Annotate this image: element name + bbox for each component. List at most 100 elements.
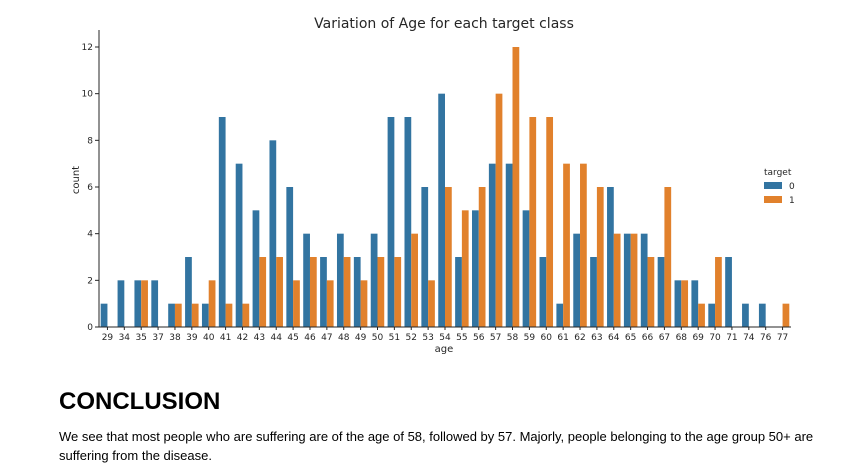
bar-target-1-age-48 (343, 257, 351, 327)
bar-target-0-age-61 (556, 303, 564, 327)
bar-target-1-age-63 (596, 187, 604, 327)
conclusion-heading: CONCLUSION (59, 388, 221, 415)
y-tick-label: 8 (87, 136, 93, 146)
x-tick-label: 74 (743, 333, 755, 343)
bar-target-1-age-38 (174, 303, 182, 327)
bar-target-0-age-48 (336, 233, 344, 327)
bar-target-0-age-71 (725, 257, 732, 327)
bar-target-0-age-34 (117, 280, 125, 327)
bar-target-0-age-54 (438, 93, 445, 327)
bar-target-1-age-62 (580, 163, 587, 327)
legend-swatch-0 (764, 182, 782, 189)
x-tick-label: 39 (186, 333, 198, 343)
bar-target-0-age-68 (674, 280, 682, 327)
bar-target-0-age-69 (691, 280, 699, 327)
bar-target-1-age-50 (377, 257, 385, 327)
legend-label-0: 0 (789, 182, 795, 192)
bars-group (100, 47, 790, 327)
x-tick-label: 49 (355, 333, 367, 343)
y-tick-label: 6 (87, 183, 93, 193)
x-tick-label: 65 (625, 333, 636, 343)
x-tick-label: 54 (439, 333, 451, 343)
bar-target-0-age-56 (472, 210, 479, 327)
x-tick-label: 52 (406, 333, 417, 343)
x-tick-label: 77 (777, 333, 788, 343)
x-tick-label: 67 (659, 333, 670, 343)
x-tick-label: 38 (169, 333, 181, 343)
bar-target-1-age-54 (445, 187, 452, 327)
bar-target-1-age-67 (664, 187, 672, 327)
bar-target-0-age-46 (303, 233, 310, 327)
bar-target-0-age-43 (252, 210, 260, 327)
x-axis-label: age (435, 344, 454, 355)
y-axis: 0 2 4 6 8 10 12 (82, 30, 100, 333)
y-tick-label: 12 (82, 43, 93, 53)
x-tick-label: 55 (456, 333, 467, 343)
bar-target-0-age-42 (235, 163, 243, 327)
bar-target-1-age-58 (512, 47, 520, 327)
y-tick-label: 4 (87, 230, 93, 240)
bar-target-1-age-70 (715, 257, 722, 327)
x-tick-label: 42 (237, 333, 248, 343)
bar-target-0-age-50 (370, 233, 378, 327)
bar-target-0-age-45 (286, 187, 294, 327)
bar-target-1-age-57 (495, 93, 503, 327)
x-tick-label: 57 (490, 333, 501, 343)
bar-target-0-age-67 (657, 257, 665, 327)
bar-target-1-age-65 (630, 233, 638, 327)
bar-target-1-age-39 (191, 303, 199, 327)
x-tick-label: 47 (321, 333, 332, 343)
legend-label-1: 1 (789, 196, 795, 206)
x-tick-label: 45 (287, 333, 298, 343)
x-tick-label: 46 (304, 333, 316, 343)
x-tick-label: 53 (422, 333, 433, 343)
bar-target-1-age-49 (360, 280, 368, 327)
x-tick-label: 48 (338, 333, 350, 343)
bar-target-1-age-66 (647, 257, 655, 327)
bar-target-0-age-64 (607, 187, 614, 327)
bar-target-0-age-66 (640, 233, 648, 327)
x-tick-label: 50 (372, 333, 384, 343)
bar-target-1-age-44 (276, 257, 283, 327)
bar-target-1-age-61 (563, 163, 570, 327)
bar-target-0-age-40 (201, 303, 209, 327)
bar-target-0-age-41 (218, 117, 226, 327)
age-target-bar-chart: Variation of Age for each target class 0… (71, 16, 795, 355)
bar-target-0-age-37 (151, 280, 159, 327)
bar-target-1-age-77 (782, 303, 790, 327)
bar-target-1-age-42 (242, 303, 250, 327)
x-tick-label: 43 (254, 333, 265, 343)
x-tick-label: 68 (676, 333, 688, 343)
bar-target-1-age-55 (461, 210, 469, 327)
bar-target-0-age-39 (185, 257, 192, 327)
x-tick-label: 59 (524, 333, 536, 343)
x-tick-label: 34 (119, 333, 131, 343)
bar-target-0-age-53 (421, 187, 429, 327)
bar-target-0-age-29 (100, 303, 108, 327)
legend: target 0 1 (764, 168, 795, 206)
y-tick-label: 2 (87, 276, 93, 286)
bar-target-1-age-40 (208, 280, 216, 327)
bar-target-1-age-69 (698, 303, 705, 327)
bar-target-0-age-65 (623, 233, 631, 327)
bar-target-1-age-60 (546, 117, 554, 327)
bar-target-0-age-47 (320, 257, 327, 327)
bar-target-0-age-74 (742, 303, 749, 327)
x-tick-label: 40 (203, 333, 215, 343)
bar-target-0-age-60 (539, 257, 547, 327)
x-tick-label: 58 (507, 333, 519, 343)
x-tick-label: 60 (541, 333, 553, 343)
bar-target-1-age-51 (394, 257, 402, 327)
x-tick-label: 44 (270, 333, 282, 343)
bar-target-0-age-58 (505, 163, 513, 327)
bar-target-0-age-38 (168, 303, 175, 327)
x-tick-label: 51 (389, 333, 400, 343)
x-tick-label: 29 (102, 333, 114, 343)
x-tick-label: 71 (726, 333, 737, 343)
x-tick-label: 41 (220, 333, 231, 343)
legend-title: target (764, 168, 792, 178)
bar-target-0-age-63 (590, 257, 597, 327)
y-axis-label: count (71, 166, 82, 194)
bar-target-0-age-59 (522, 210, 530, 327)
bar-target-0-age-55 (455, 257, 462, 327)
